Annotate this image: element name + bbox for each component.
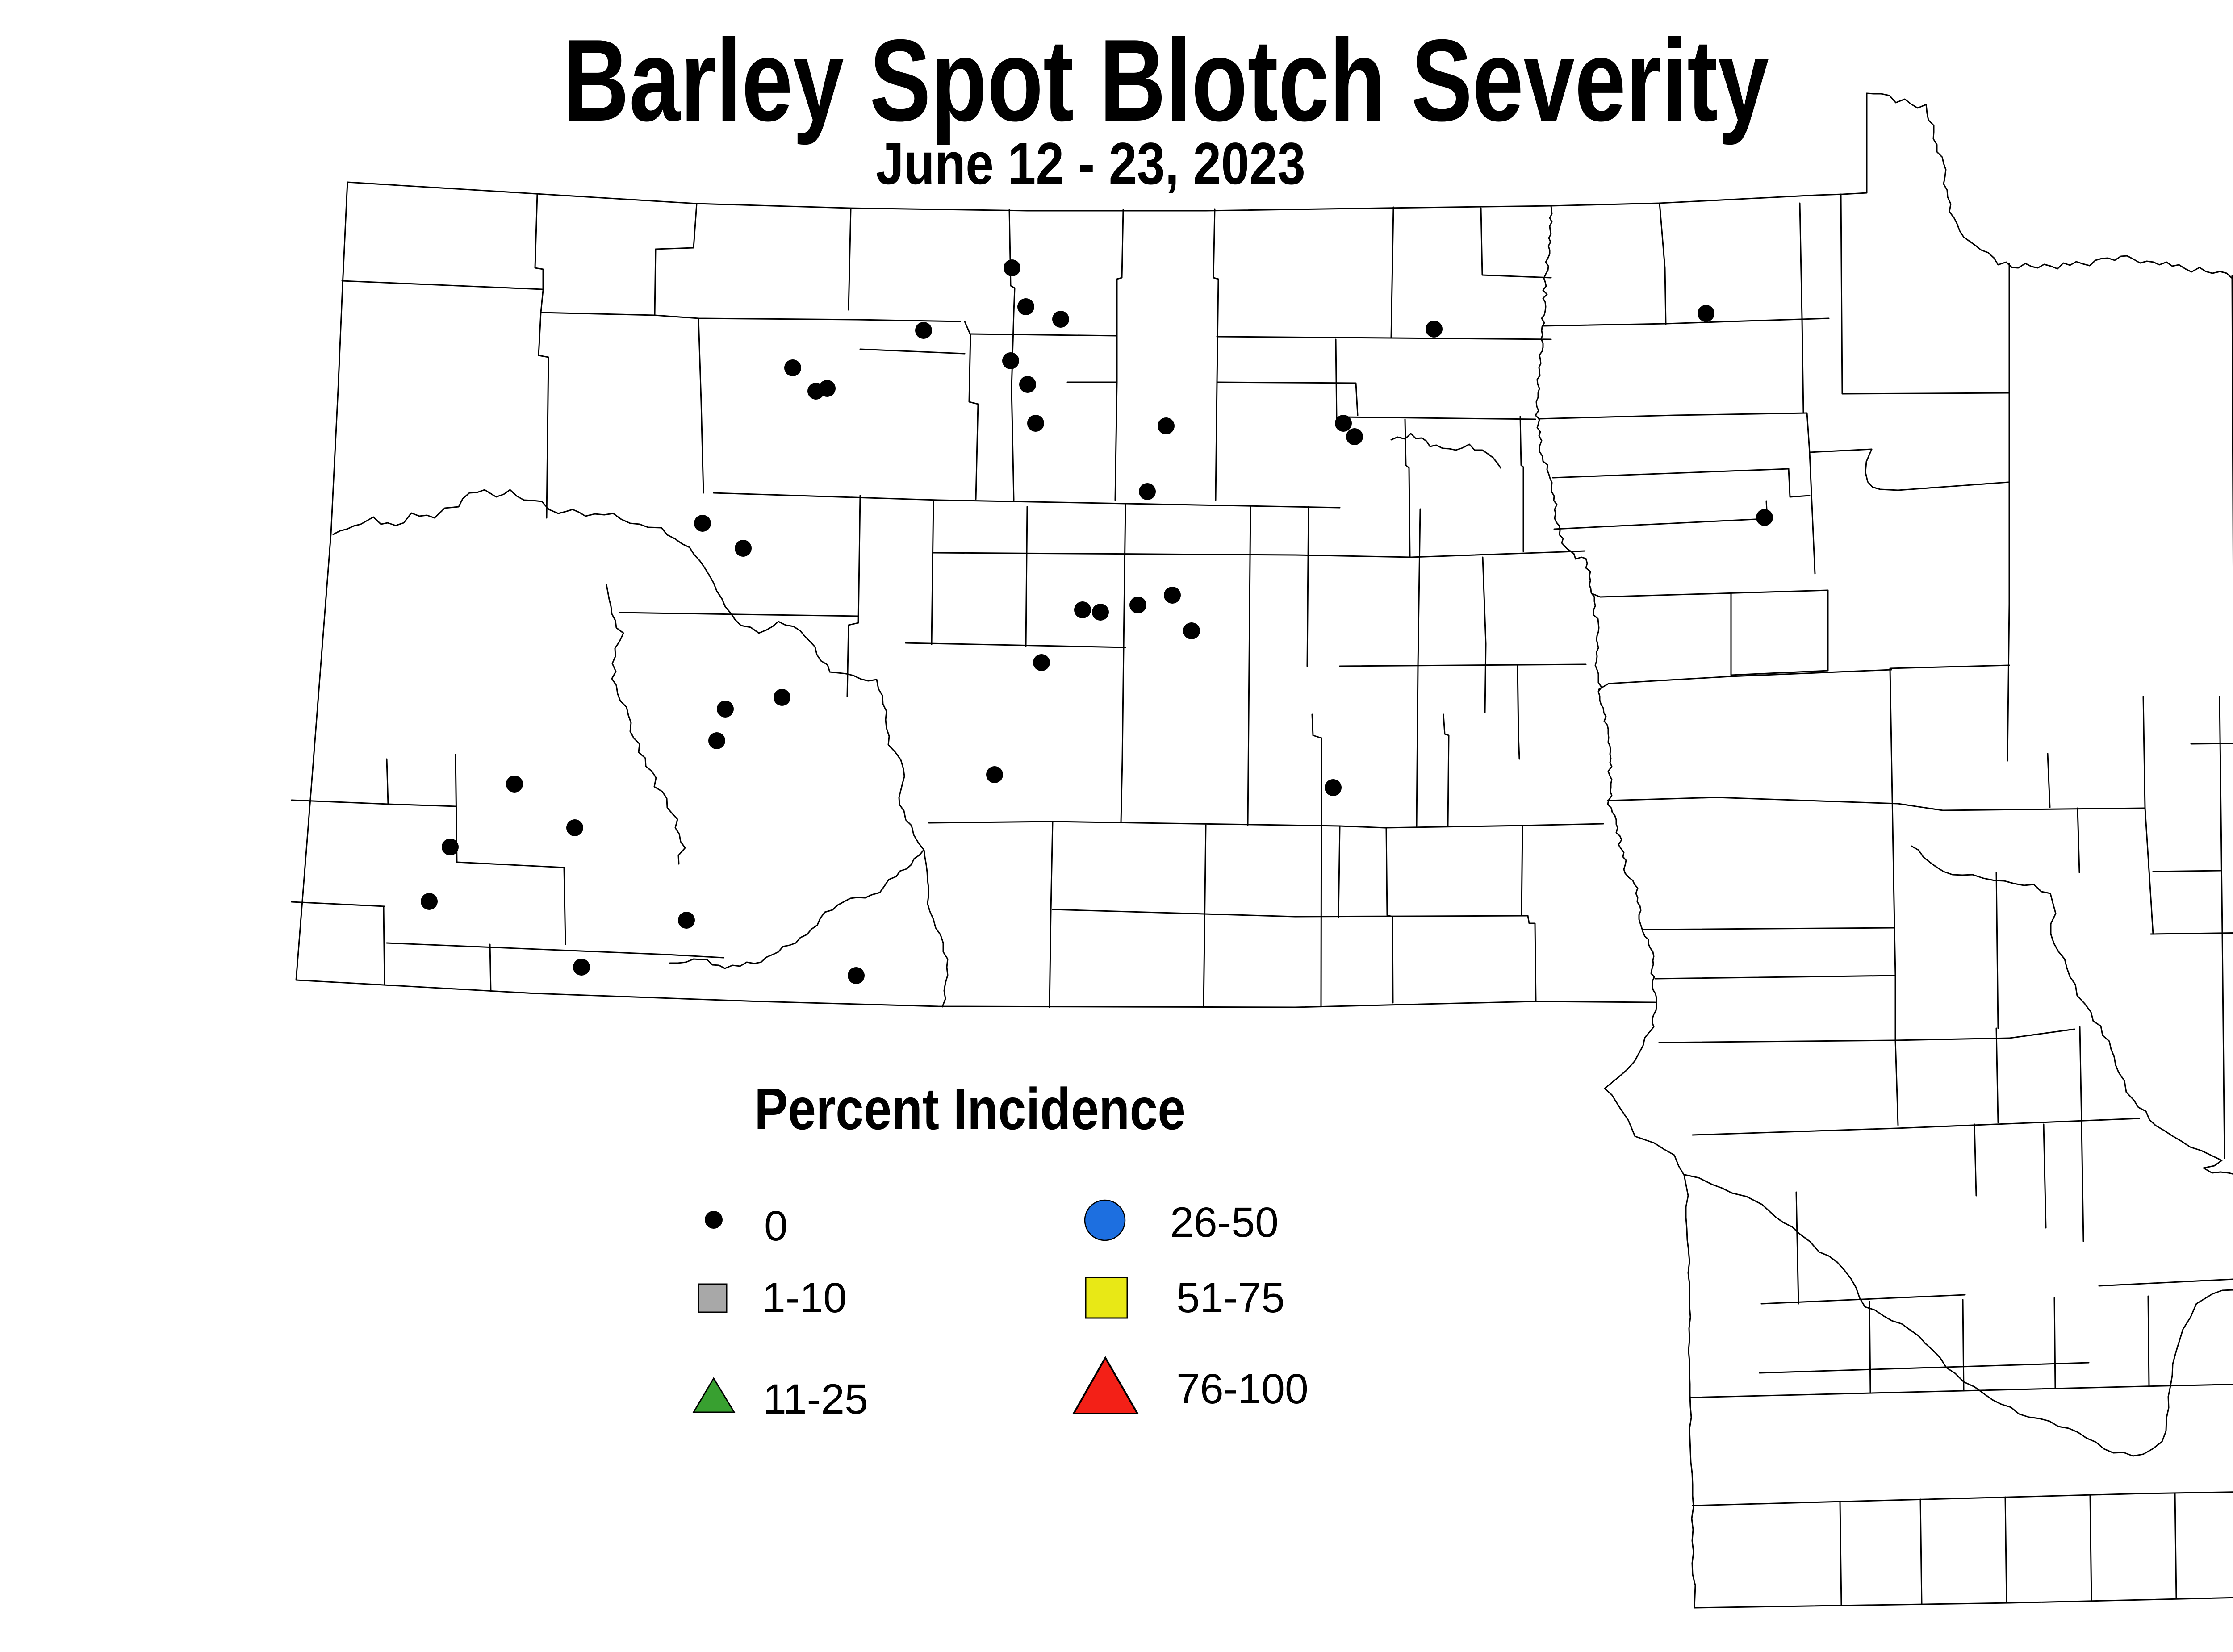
svg-text:Percent Incidence: Percent Incidence [754,1076,1186,1142]
svg-text:26-50: 26-50 [1170,1199,1279,1246]
svg-text:76-100: 76-100 [1176,1365,1309,1413]
svg-text:0: 0 [764,1202,788,1250]
svg-text:Barley Spot Blotch Severity: Barley Spot Blotch Severity [563,16,1769,146]
svg-text:1-10: 1-10 [762,1274,847,1322]
svg-text:June 12 - 23, 2023: June 12 - 23, 2023 [876,131,1305,197]
svg-text:11-25: 11-25 [763,1376,868,1423]
svg-text:51-75: 51-75 [1176,1274,1285,1322]
